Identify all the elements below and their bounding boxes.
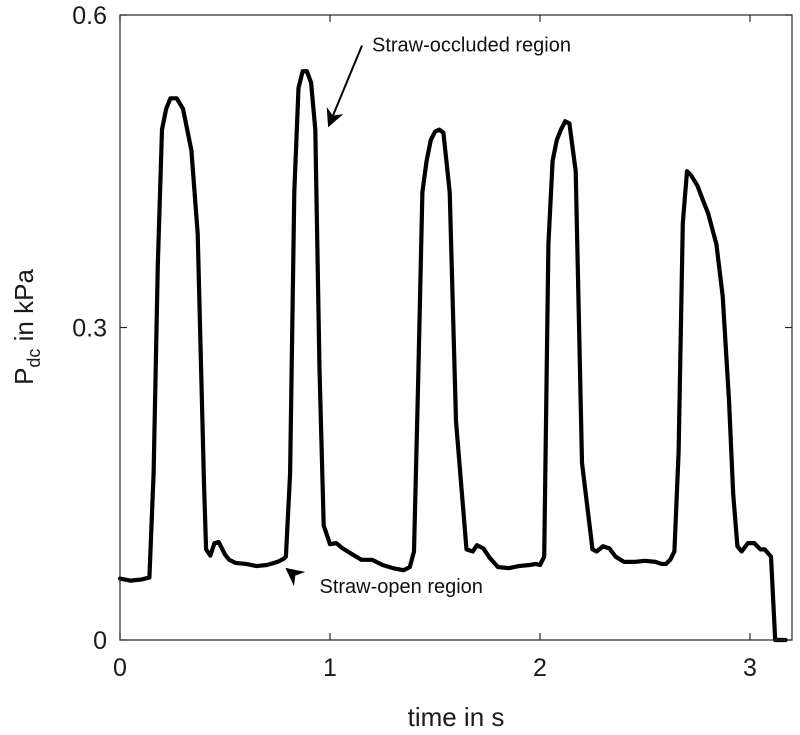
annotation-arrow-1 [285,567,306,587]
x-axis-label: time in s [408,702,505,732]
x-tick-label-0: 0 [113,654,127,682]
y-tick-labels: 0 0.3 0.6 [72,2,107,655]
y-tick-label-1: 0.3 [72,315,107,343]
y-axis-label-suffix: in kPa [9,269,39,349]
annotation-label-1: Straw-open region [320,576,483,598]
annotation-arrow-0 [326,45,363,128]
y-axis-label-subscript: dc [24,349,44,368]
y-tick-label-2: 0.6 [72,2,107,30]
x-tick-label-1: 1 [323,654,337,682]
x-tick-label-3: 3 [743,654,757,682]
annotations: Straw-occluded region Straw-open region [285,34,571,598]
series-line [117,69,788,643]
y-axis-label: Pdc in kPa [9,269,44,385]
x-tick-label-2: 2 [533,654,547,682]
axes-box [119,14,793,641]
y-tick-label-0: 0 [93,627,107,655]
x-tick-labels: 0 1 2 3 [113,654,757,682]
annotation-label-0: Straw-occluded region [372,34,571,56]
y-axis-label-main: P [9,368,39,385]
